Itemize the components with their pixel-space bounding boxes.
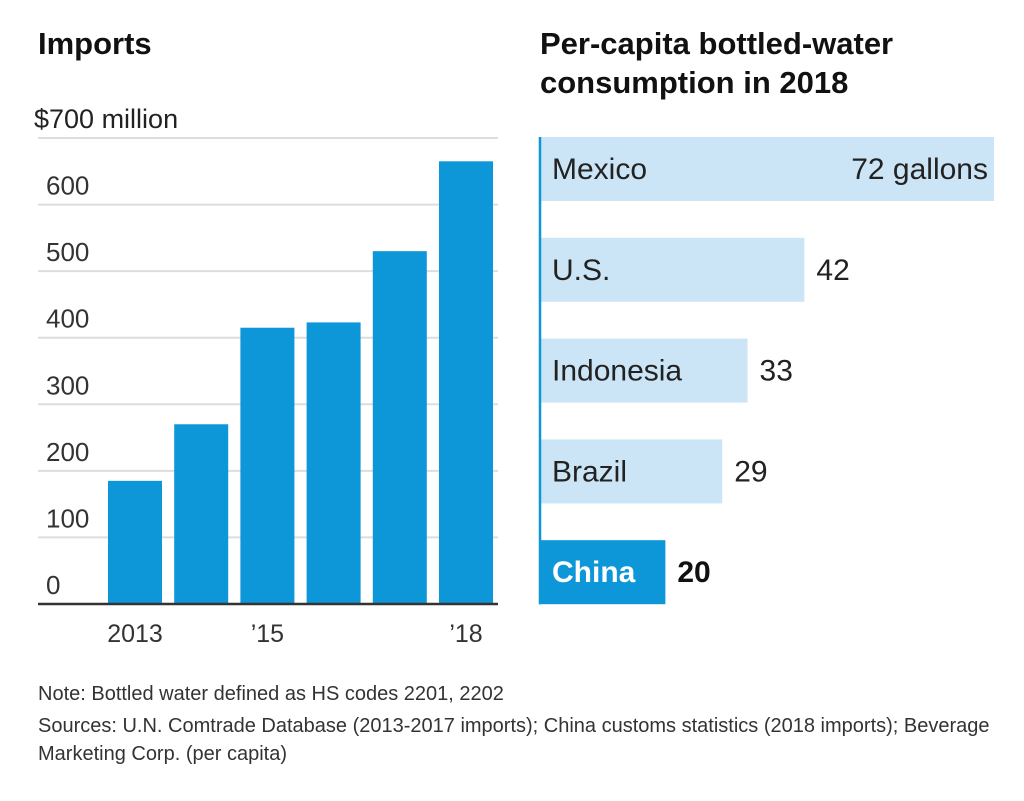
consumption-bar-indonesia	[539, 338, 748, 403]
bar-value-label: 33	[760, 355, 793, 388]
x-tick-label: ’15	[251, 620, 284, 648]
imports-bar-2016	[306, 322, 361, 604]
imports-bar-2018	[439, 161, 493, 605]
bar-category-label: China	[552, 556, 636, 589]
bar-category-label: Brazil	[552, 455, 627, 488]
imports-bar-2014	[174, 424, 229, 604]
consumption-bar-brazil	[539, 439, 723, 504]
bar-value-label: 42	[816, 254, 849, 287]
imports-bars	[38, 161, 498, 606]
y-axis-unit-label: $700 million	[34, 104, 178, 134]
y-tick-label: 0	[46, 570, 60, 600]
consumption-bar-u-s	[539, 237, 805, 302]
footnote: Note: Bottled water defined as HS codes …	[38, 683, 504, 705]
consumption-bar-mexico	[539, 137, 994, 201]
bar-category-label: Mexico	[552, 153, 647, 186]
imports-bar-2013	[108, 480, 162, 604]
y-tick-label: 300	[46, 370, 89, 400]
consumption-bar-china	[539, 540, 666, 605]
y-tick-label: 600	[46, 171, 89, 201]
imports-x-axis: 2013 ’15 ’18	[107, 620, 483, 648]
imports-y-axis: $700 million 600 500 400 300 200 100 0	[34, 104, 178, 600]
imports-bar-2017	[372, 251, 427, 604]
imports-chart-title: Imports	[38, 26, 152, 61]
bar-category-label: Indonesia	[552, 355, 682, 388]
bar-value-label: 29	[734, 455, 767, 488]
bar-category-label: U.S.	[552, 254, 610, 287]
y-tick-label: 500	[46, 237, 89, 267]
consumption-chart-title-line-2: consumption in 2018	[540, 65, 848, 100]
consumption-bars: Mexico 72 gallons U.S. 42 Indonesia 33 Brazil 2…	[538, 137, 994, 605]
sources-note: Sources: U.N. Comtrade Database (2013-20…	[38, 715, 990, 765]
imports-bar-2015	[240, 327, 295, 604]
consumption-chart-title-line-1: Per-capita bottled-water	[540, 26, 893, 61]
bar-value-label: 20	[677, 556, 710, 589]
x-tick-label: 2013	[107, 620, 163, 648]
y-tick-label: 200	[46, 437, 89, 467]
y-tick-label: 400	[46, 304, 89, 334]
x-tick-label: ’18	[449, 620, 482, 648]
y-tick-label: 100	[46, 503, 89, 533]
bar-value-label: 72 gallons	[851, 153, 988, 186]
